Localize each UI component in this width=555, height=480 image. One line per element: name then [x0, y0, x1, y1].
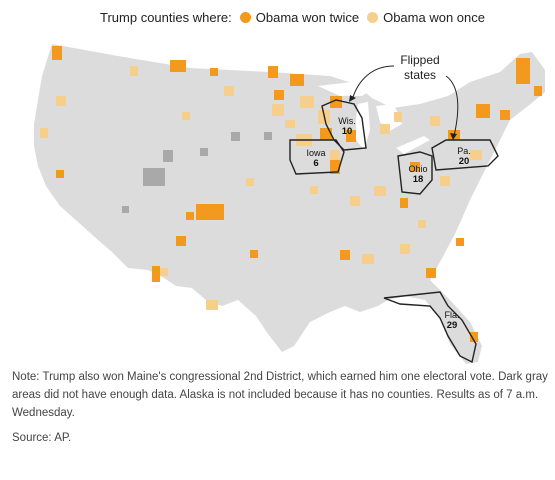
county [350, 196, 360, 206]
callout-line-2: states [404, 68, 436, 82]
electoral-votes-pennsylvania: 20 [459, 156, 470, 167]
no-data-area [163, 150, 173, 162]
county [410, 162, 420, 172]
county [394, 112, 402, 122]
county [152, 266, 160, 282]
map-legend: Trump counties where: Obama won twice Ob… [100, 10, 485, 25]
county [56, 96, 66, 106]
no-data-area [122, 206, 129, 213]
callout-arrow-wisconsin-head [349, 95, 356, 102]
state-label-iowa: Iowa [306, 148, 325, 158]
county [272, 104, 284, 116]
county [186, 212, 194, 220]
map-source: Source: AP. [12, 432, 72, 444]
callout-arrow-wisconsin [351, 65, 395, 101]
county [330, 96, 342, 108]
county [160, 268, 168, 276]
us-landmass [34, 44, 545, 364]
county [476, 104, 490, 118]
lake-huron-erie [376, 104, 430, 154]
county [430, 116, 440, 126]
ohio-outline [397, 151, 433, 195]
county [196, 204, 224, 220]
county [290, 74, 304, 86]
county [400, 244, 410, 254]
legend-swatch-obama-twice [239, 12, 251, 23]
no-data-area [143, 168, 165, 186]
no-data-area [200, 148, 208, 156]
state-label-pennsylvania: Pa. [457, 146, 471, 156]
county [52, 46, 62, 60]
county [224, 86, 234, 96]
electoral-votes-ohio: 18 [413, 174, 424, 185]
us-county-map: Wis. 10 Iowa 6 Ohio 18 Pa. 20 Fla. 29 Fl… [0, 30, 555, 375]
county [470, 150, 482, 160]
county [320, 128, 332, 140]
county [300, 96, 314, 108]
county [426, 268, 436, 278]
iowa-outline [289, 139, 345, 175]
county [534, 86, 542, 96]
state-label-florida: Fla. [444, 310, 459, 320]
callout-arrow-pennsylvania-head [450, 133, 457, 140]
county [362, 254, 374, 264]
county [274, 90, 284, 100]
county [182, 112, 190, 120]
county [210, 68, 218, 76]
electoral-votes-wisconsin: 10 [342, 126, 353, 137]
legend-label-obama-once: Obama won once [383, 10, 485, 25]
state-label-ohio: Ohio [408, 164, 427, 174]
county [346, 130, 356, 142]
county [310, 186, 318, 194]
legend-swatch-obama-once [367, 12, 379, 23]
county [516, 58, 530, 84]
county [130, 66, 138, 76]
county [470, 332, 478, 342]
county [176, 236, 186, 246]
county [40, 128, 48, 138]
county [374, 186, 386, 196]
legend-intro: Trump counties where: [100, 10, 232, 25]
county [330, 160, 340, 174]
county [418, 220, 426, 228]
county [250, 250, 258, 258]
map-svg: Wis. 10 Iowa 6 Ohio 18 Pa. 20 Fla. 29 Fl… [34, 44, 545, 364]
callout-line-1: Flipped [400, 53, 439, 67]
counties-obama-won-twice [52, 46, 542, 342]
county [246, 178, 254, 186]
electoral-votes-florida: 29 [447, 320, 458, 331]
lake-superior [318, 82, 374, 96]
county [56, 170, 64, 178]
county [340, 250, 350, 260]
county [500, 110, 510, 120]
pennsylvania-outline [431, 139, 499, 171]
county [285, 120, 295, 128]
florida-outline [383, 291, 477, 364]
county [440, 176, 450, 186]
callout-arrow-pennsylvania [445, 75, 459, 137]
county [268, 66, 278, 78]
county [170, 60, 186, 72]
legend-label-obama-twice: Obama won twice [255, 10, 360, 25]
county [330, 150, 340, 162]
no-data-area [264, 132, 272, 140]
county [206, 300, 218, 310]
map-note: Note: Trump also won Maine's congression… [12, 371, 548, 419]
flipped-state-outlines [289, 99, 499, 364]
no-data-areas [122, 132, 272, 213]
county [456, 238, 464, 246]
wisconsin-outline [321, 99, 367, 151]
no-data-area [231, 132, 240, 141]
county [380, 124, 390, 134]
county [400, 198, 408, 208]
electoral-votes-iowa: 6 [313, 158, 318, 169]
state-label-wisconsin: Wis. [338, 116, 356, 126]
